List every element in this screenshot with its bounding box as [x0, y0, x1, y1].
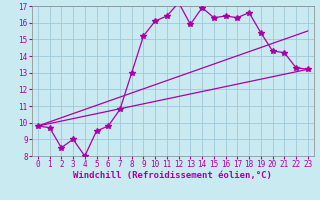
X-axis label: Windchill (Refroidissement éolien,°C): Windchill (Refroidissement éolien,°C): [73, 171, 272, 180]
